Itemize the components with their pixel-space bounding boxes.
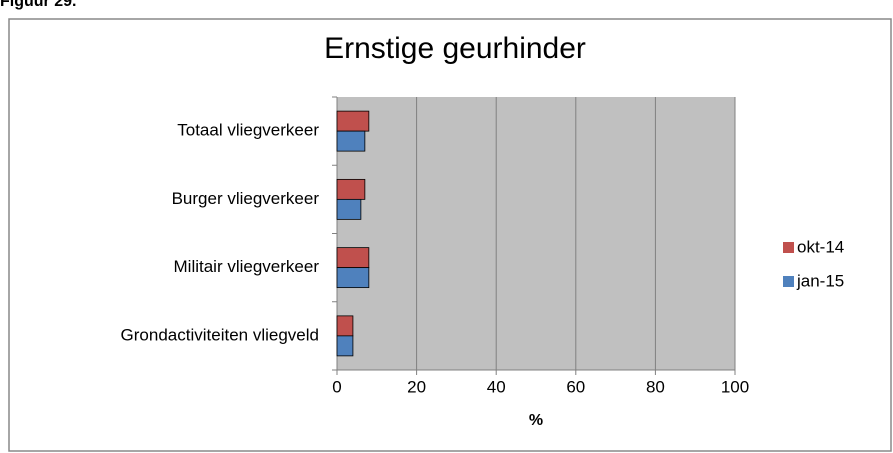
y-tick-label: Militair vliegverkeer [174, 257, 320, 276]
legend-label: okt-14 [797, 237, 844, 256]
chart-title: Ernstige geurhinder [324, 32, 586, 65]
x-tick-label: 80 [646, 377, 665, 396]
bar [336, 335, 354, 357]
x-tick-label: 0 [332, 377, 341, 396]
x-axis-label: % [529, 412, 543, 429]
plot-area [337, 97, 735, 370]
x-tick-label: 100 [721, 377, 749, 396]
bar [336, 267, 370, 289]
bar [336, 198, 362, 220]
x-tick-label: 20 [407, 377, 426, 396]
legend-label: jan-15 [796, 271, 844, 290]
legend-swatch [783, 242, 794, 253]
bar [336, 130, 366, 152]
y-tick-label: Totaal vliegverkeer [177, 121, 319, 140]
bar [336, 247, 370, 269]
figure-label: Figuur 29. [0, 0, 76, 10]
legend-swatch [783, 276, 794, 287]
bar [336, 178, 366, 200]
bar [336, 315, 354, 337]
x-tick-label: 40 [487, 377, 506, 396]
x-tick-label: 60 [566, 377, 585, 396]
y-tick-label: Burger vliegverkeer [172, 189, 320, 208]
bar [336, 110, 370, 132]
y-tick-label: Grondactiviteiten vliegveld [121, 325, 319, 344]
